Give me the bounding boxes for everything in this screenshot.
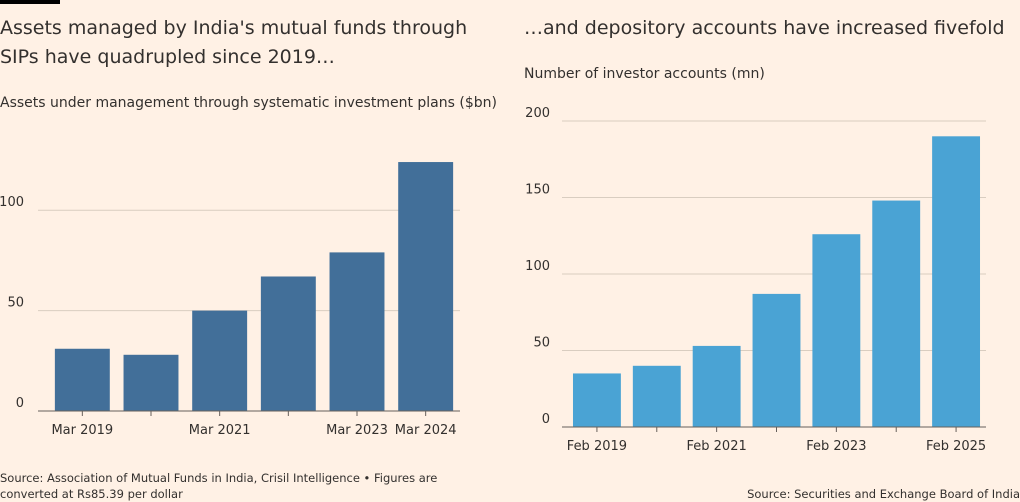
left-bar	[123, 354, 179, 411]
right-bar	[632, 365, 681, 427]
right-bar	[932, 136, 981, 428]
right-xtick-label: Feb 2019	[567, 439, 627, 454]
left-bar	[329, 252, 385, 411]
right-chart-title: …and depository accounts have increased …	[524, 17, 1005, 39]
right-bar	[752, 293, 801, 427]
left-source-note: Source: Association of Mutual Funds in I…	[0, 471, 438, 501]
left-chart-title: Assets managed by India's mutual funds t…	[0, 17, 468, 68]
right-bar	[692, 345, 741, 427]
right-bar	[872, 200, 921, 427]
left-ytick-label: 100	[0, 195, 24, 210]
left-chart-subtitle: Assets under management through systemat…	[0, 95, 497, 111]
right-ytick-label: 150	[525, 183, 550, 198]
left-bar	[54, 348, 110, 411]
right-source-note: Source: Securities and Exchange Board of…	[747, 487, 1020, 501]
left-xtick-label: Mar 2024	[395, 423, 457, 438]
left-xtick-label: Mar 2021	[189, 423, 251, 438]
left-bar-chart: 0 50 100 Mar 2019 Mar 2021 Mar 2023 Mar 2024	[0, 162, 460, 438]
right-bar	[572, 373, 621, 427]
left-ytick-label: 50	[7, 296, 24, 311]
right-ytick-label: 0	[542, 412, 550, 427]
left-ytick-label: 0	[16, 396, 24, 411]
right-ytick-label: 200	[525, 106, 550, 121]
brand-bar	[0, 0, 60, 4]
right-xtick-label: Feb 2021	[687, 439, 747, 454]
left-xtick-label: Mar 2023	[326, 423, 388, 438]
right-ytick-label: 50	[533, 336, 550, 351]
right-chart-subtitle: Number of investor accounts (mn)	[524, 66, 765, 82]
left-xtick-label: Mar 2019	[51, 423, 113, 438]
left-bar	[192, 310, 248, 411]
right-ytick-label: 100	[525, 259, 550, 274]
right-xtick-label: Feb 2025	[926, 439, 986, 454]
left-bar	[398, 162, 454, 411]
right-xtick-label: Feb 2023	[806, 439, 866, 454]
right-bar-chart: 0 50 100 150 200 Feb 2019 Feb 2021 Feb 2023 Feb …	[525, 106, 986, 454]
right-bar	[812, 234, 861, 427]
left-bar	[260, 276, 316, 411]
